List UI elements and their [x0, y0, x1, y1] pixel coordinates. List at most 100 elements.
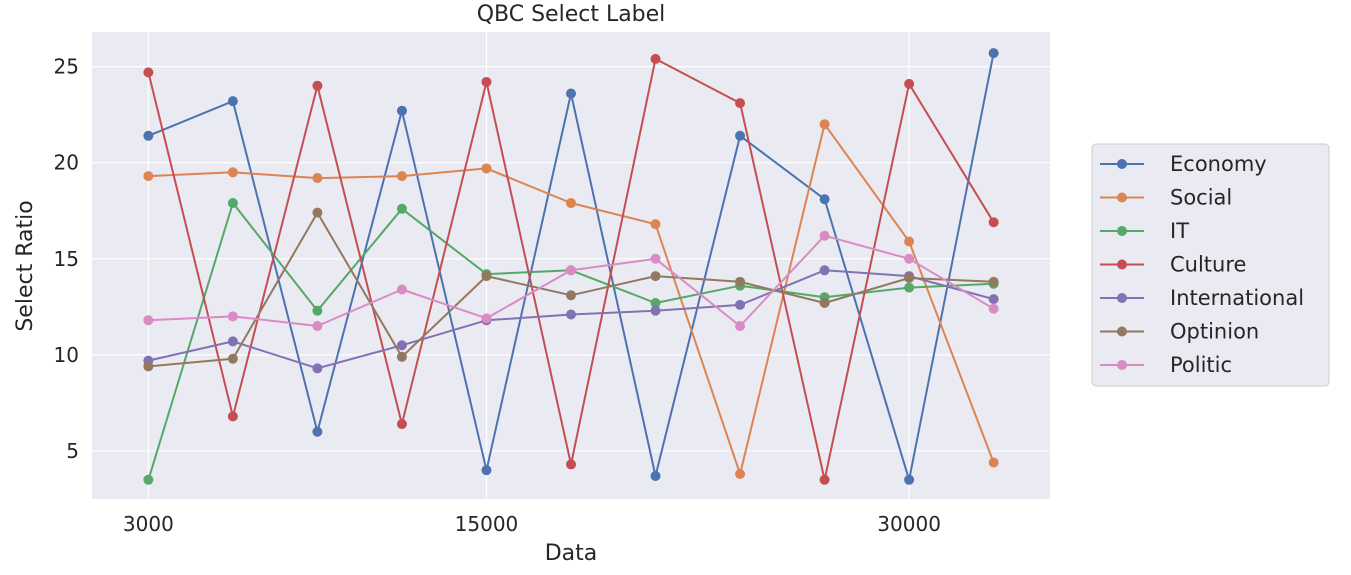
data-point — [396, 171, 407, 182]
data-point — [227, 311, 238, 322]
series-economy — [143, 48, 999, 485]
data-point — [143, 361, 154, 372]
legend: Economy Social IT Culture International Optin… — [1091, 143, 1330, 387]
data-point — [396, 351, 407, 362]
series-social — [143, 119, 999, 480]
legend-item: IT — [1100, 219, 1189, 243]
data-point — [650, 219, 661, 230]
series-optinion — [143, 207, 999, 372]
data-point — [904, 253, 915, 264]
legend-marker — [1117, 259, 1127, 270]
legend-items: Economy Social IT Culture International Optin… — [1100, 152, 1304, 377]
data-point — [143, 130, 154, 141]
y-tick-label: 25 — [54, 55, 79, 79]
y-tick-label: 15 — [54, 247, 79, 271]
data-point — [566, 265, 576, 276]
data-point — [735, 98, 746, 109]
data-point — [650, 53, 661, 64]
data-point — [481, 76, 492, 87]
data-point — [819, 230, 830, 241]
data-point — [227, 167, 238, 178]
data-point — [227, 353, 238, 364]
data-point — [481, 465, 492, 476]
data-point — [481, 163, 492, 174]
data-point — [735, 130, 746, 141]
x-tick-label: 30000 — [877, 512, 941, 536]
data-point — [312, 80, 323, 91]
data-point — [904, 78, 915, 89]
data-point — [650, 305, 661, 316]
data-point — [819, 194, 830, 205]
legend-item: Optinion — [1100, 320, 1259, 344]
data-point — [735, 321, 746, 332]
data-point — [988, 276, 999, 287]
y-tick-label: 10 — [54, 343, 79, 367]
legend-label: Optinion — [1170, 320, 1259, 344]
data-point — [481, 271, 492, 282]
legend-box — [1091, 143, 1330, 387]
data-point — [396, 284, 407, 295]
series-politic — [143, 230, 999, 332]
legend-label: Economy — [1170, 152, 1267, 176]
data-point — [227, 336, 238, 347]
legend-label: Politic — [1170, 353, 1232, 377]
legend-marker — [1117, 360, 1127, 370]
series-culture — [143, 53, 999, 485]
y-axis-label: Select Ratio — [13, 200, 38, 331]
data-point — [227, 411, 238, 422]
x-tick-label: 15000 — [455, 512, 519, 536]
data-point — [819, 297, 830, 308]
data-point — [396, 419, 407, 430]
data-point — [988, 303, 999, 314]
legend-marker — [1117, 226, 1127, 236]
legend-item: Culture — [1100, 253, 1246, 277]
data-point — [819, 119, 830, 130]
tick-labels: 5 10 15 20 25 3000 15000 30000 — [54, 55, 941, 536]
data-point — [312, 207, 323, 218]
data-point — [819, 474, 830, 485]
data-point — [988, 294, 999, 305]
legend-label: Culture — [1170, 253, 1246, 277]
legend-item: International — [1100, 286, 1304, 310]
data-point — [566, 290, 576, 301]
data-point — [566, 88, 576, 99]
legend-item: Economy — [1100, 152, 1267, 176]
y-tick-label: 5 — [66, 439, 79, 463]
data-point — [396, 203, 407, 214]
data-point — [227, 198, 238, 209]
data-point — [312, 426, 323, 437]
data-point — [481, 313, 492, 324]
legend-item: Politic — [1100, 353, 1232, 377]
x-axis-label: Data — [545, 541, 598, 566]
data-point — [396, 340, 407, 351]
data-point — [143, 67, 154, 78]
legend-label: International — [1170, 286, 1304, 310]
data-point — [988, 48, 999, 59]
data-point — [312, 173, 323, 184]
data-point — [650, 271, 661, 282]
data-point — [735, 469, 746, 480]
data-point — [143, 171, 154, 182]
data-point — [312, 321, 323, 332]
x-tick-label: 3000 — [123, 512, 174, 536]
chart-title: QBC Select Label — [477, 2, 666, 27]
legend-label: Social — [1170, 186, 1232, 210]
data-point — [904, 474, 915, 485]
data-point — [566, 309, 576, 320]
legend-marker — [1117, 326, 1127, 337]
data-point — [988, 457, 999, 468]
legend-marker — [1117, 192, 1127, 203]
legend-label: IT — [1170, 219, 1189, 243]
data-point — [988, 217, 999, 228]
data-point — [735, 299, 746, 310]
data-point — [650, 470, 661, 481]
data-point — [819, 265, 830, 276]
grid-lines — [92, 32, 1050, 499]
data-point — [312, 363, 323, 374]
data-point — [566, 198, 576, 209]
data-point — [227, 96, 238, 107]
data-point — [735, 276, 746, 287]
data-point — [904, 282, 915, 293]
